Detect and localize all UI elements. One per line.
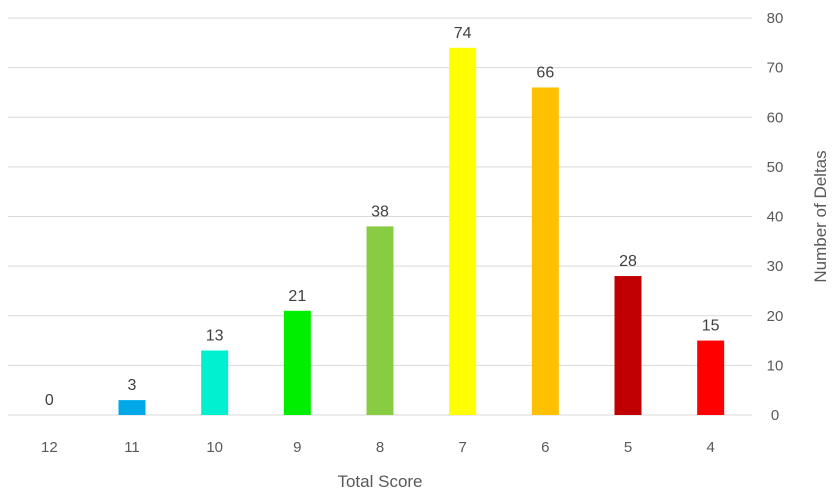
y-tick-label: 80 bbox=[767, 10, 784, 27]
data-label-10: 13 bbox=[206, 327, 224, 344]
bar-8 bbox=[366, 226, 394, 415]
data-label-8: 38 bbox=[371, 203, 389, 220]
x-tick-label-12: 12 bbox=[41, 439, 58, 456]
data-label-7: 74 bbox=[454, 25, 472, 42]
y-tick-label: 60 bbox=[767, 109, 784, 126]
data-labels: 0 3 13 21 38 74 66 28 15 bbox=[45, 25, 720, 409]
x-tick-label-6: 6 bbox=[541, 439, 549, 456]
x-tick-label-10: 10 bbox=[206, 439, 223, 456]
bar-4 bbox=[697, 340, 725, 415]
x-tick-label-9: 9 bbox=[293, 439, 301, 456]
data-label-5: 28 bbox=[619, 253, 637, 270]
y-tick-labels: 0 10 20 30 40 50 60 70 80 bbox=[767, 10, 784, 424]
bar-10 bbox=[201, 350, 229, 415]
bars bbox=[118, 47, 725, 416]
data-label-12: 0 bbox=[45, 392, 54, 409]
x-tick-label-11: 11 bbox=[124, 439, 140, 456]
bar-9 bbox=[283, 310, 311, 415]
bar-11 bbox=[118, 400, 146, 415]
bar-7 bbox=[449, 47, 477, 416]
x-tick-label-7: 7 bbox=[458, 439, 466, 456]
x-tick-label-4: 4 bbox=[706, 439, 714, 456]
gridlines bbox=[8, 17, 752, 416]
bar-5 bbox=[614, 276, 642, 415]
data-label-9: 21 bbox=[288, 288, 306, 305]
x-axis-title: Total Score bbox=[337, 472, 422, 491]
data-label-11: 3 bbox=[128, 377, 137, 394]
x-tick-label-5: 5 bbox=[624, 439, 632, 456]
y-tick-label: 50 bbox=[767, 159, 784, 176]
data-label-6: 66 bbox=[536, 64, 554, 81]
y-tick-label: 70 bbox=[767, 60, 784, 77]
x-tick-labels: 12 11 10 9 8 7 6 5 4 bbox=[41, 439, 715, 456]
y-axis-title: Number of Deltas bbox=[811, 150, 830, 282]
data-label-4: 15 bbox=[702, 318, 720, 335]
y-tick-label: 40 bbox=[767, 209, 784, 226]
y-tick-label: 10 bbox=[767, 357, 784, 374]
y-tick-label: 30 bbox=[767, 258, 784, 275]
bar-6 bbox=[531, 87, 559, 415]
y-tick-label: 0 bbox=[771, 407, 779, 424]
x-tick-label-8: 8 bbox=[376, 439, 384, 456]
y-tick-label: 20 bbox=[767, 308, 784, 325]
